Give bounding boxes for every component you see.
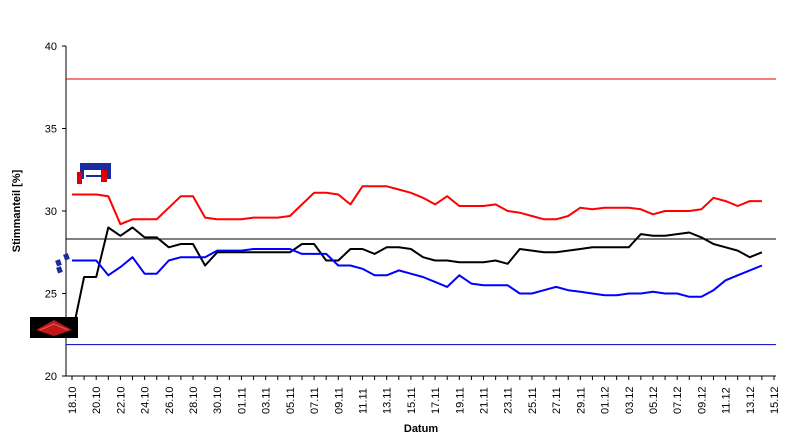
x-tick-label: 19.11: [454, 387, 466, 414]
x-tick-label: 01.12: [600, 386, 612, 414]
x-tick-label: 26.10: [164, 386, 176, 414]
series-line: [71, 226, 763, 336]
y-axis-title: Stimmanteil [%]: [11, 169, 23, 252]
x-tick-label: 05.11: [285, 387, 297, 414]
x-axis-title: Datum: [404, 423, 438, 435]
x-tick-label: 28.10: [188, 386, 200, 414]
y-tick-label: 20: [45, 371, 57, 383]
x-tick-label: 25.11: [527, 387, 539, 414]
x-tick-label: 21.11: [479, 387, 491, 414]
fpoe-logo-icon: [55, 253, 70, 274]
x-axis-ticks: 18.10 20.10 22.10 24.10 26.10 28.10 30.10 01.11…: [67, 376, 781, 414]
x-tick-label: 07.11: [309, 387, 321, 414]
x-tick-label: 23.11: [503, 387, 515, 414]
x-tick-label: 01.11: [236, 387, 248, 414]
x-tick-label: 03.12: [624, 386, 636, 414]
x-tick-label: 09.11: [333, 387, 345, 414]
y-tick-label: 25: [45, 289, 57, 301]
x-tick-label: 24.10: [140, 386, 152, 414]
x-tick-label: 03.11: [261, 387, 273, 414]
y-tick-label: 35: [45, 124, 57, 136]
series-line: [72, 185, 762, 226]
y-tick-label: 40: [45, 41, 57, 53]
x-tick-label: 29.11: [575, 387, 587, 414]
x-tick-label: 11.11: [357, 388, 369, 414]
x-tick-label: 15.11: [406, 387, 418, 414]
x-tick-label: 22.10: [115, 386, 127, 414]
series-line: [72, 248, 763, 298]
x-tick-label: 30.10: [212, 386, 224, 414]
x-tick-label: 11.12: [721, 387, 733, 414]
x-tick-label: 20.10: [91, 386, 103, 414]
x-tick-label: 27.11: [551, 387, 563, 414]
x-tick-label: 18.10: [67, 386, 79, 414]
x-tick-label: 17.11: [430, 387, 442, 414]
x-tick-label: 15.12: [769, 386, 781, 414]
oevp-logo-icon: [30, 317, 78, 338]
x-tick-label: 13.11: [382, 387, 394, 414]
reference-lines: [66, 78, 776, 346]
x-tick-label: 05.12: [648, 386, 660, 414]
spoe-logo-icon: [77, 163, 111, 184]
y-tick-label: 30: [45, 206, 57, 218]
x-tick-label: 13.12: [745, 386, 757, 414]
x-tick-label: 09.12: [696, 386, 708, 414]
y-axis-ticks: 20 25 30 35 40: [45, 41, 66, 383]
x-tick-label: 07.12: [672, 386, 684, 414]
series-lines: [71, 185, 763, 336]
